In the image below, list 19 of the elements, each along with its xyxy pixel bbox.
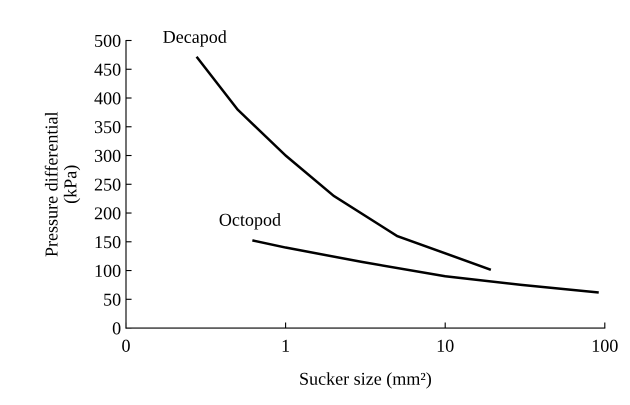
- y-tick-label: 0: [112, 322, 120, 334]
- x-tick-label: 1: [282, 340, 290, 352]
- y-axis-title: Pressure differential (kPa): [44, 112, 80, 257]
- series-label: Octopod: [220, 213, 281, 230]
- y-tick-label: 300: [94, 150, 120, 162]
- series-label: Decapod: [163, 30, 227, 47]
- y-tick-label: 500: [95, 34, 120, 47]
- y-tick-label: 200: [94, 207, 120, 220]
- y-tick-label: 50: [104, 294, 120, 306]
- y-tick-label: 450: [94, 64, 120, 76]
- x-axis-title: Sucker size (mm²): [300, 372, 431, 389]
- x-tick-label: 10: [438, 340, 454, 352]
- x-tick-label: 0: [122, 340, 130, 352]
- y-tick-label: 250: [94, 178, 120, 191]
- y-tick-label: 350: [94, 121, 120, 134]
- y-tick-label: 150: [96, 236, 120, 248]
- y-tick-label: 100: [96, 264, 120, 277]
- y-tick-label: 400: [94, 92, 120, 104]
- x-tick-label: 100: [592, 340, 618, 352]
